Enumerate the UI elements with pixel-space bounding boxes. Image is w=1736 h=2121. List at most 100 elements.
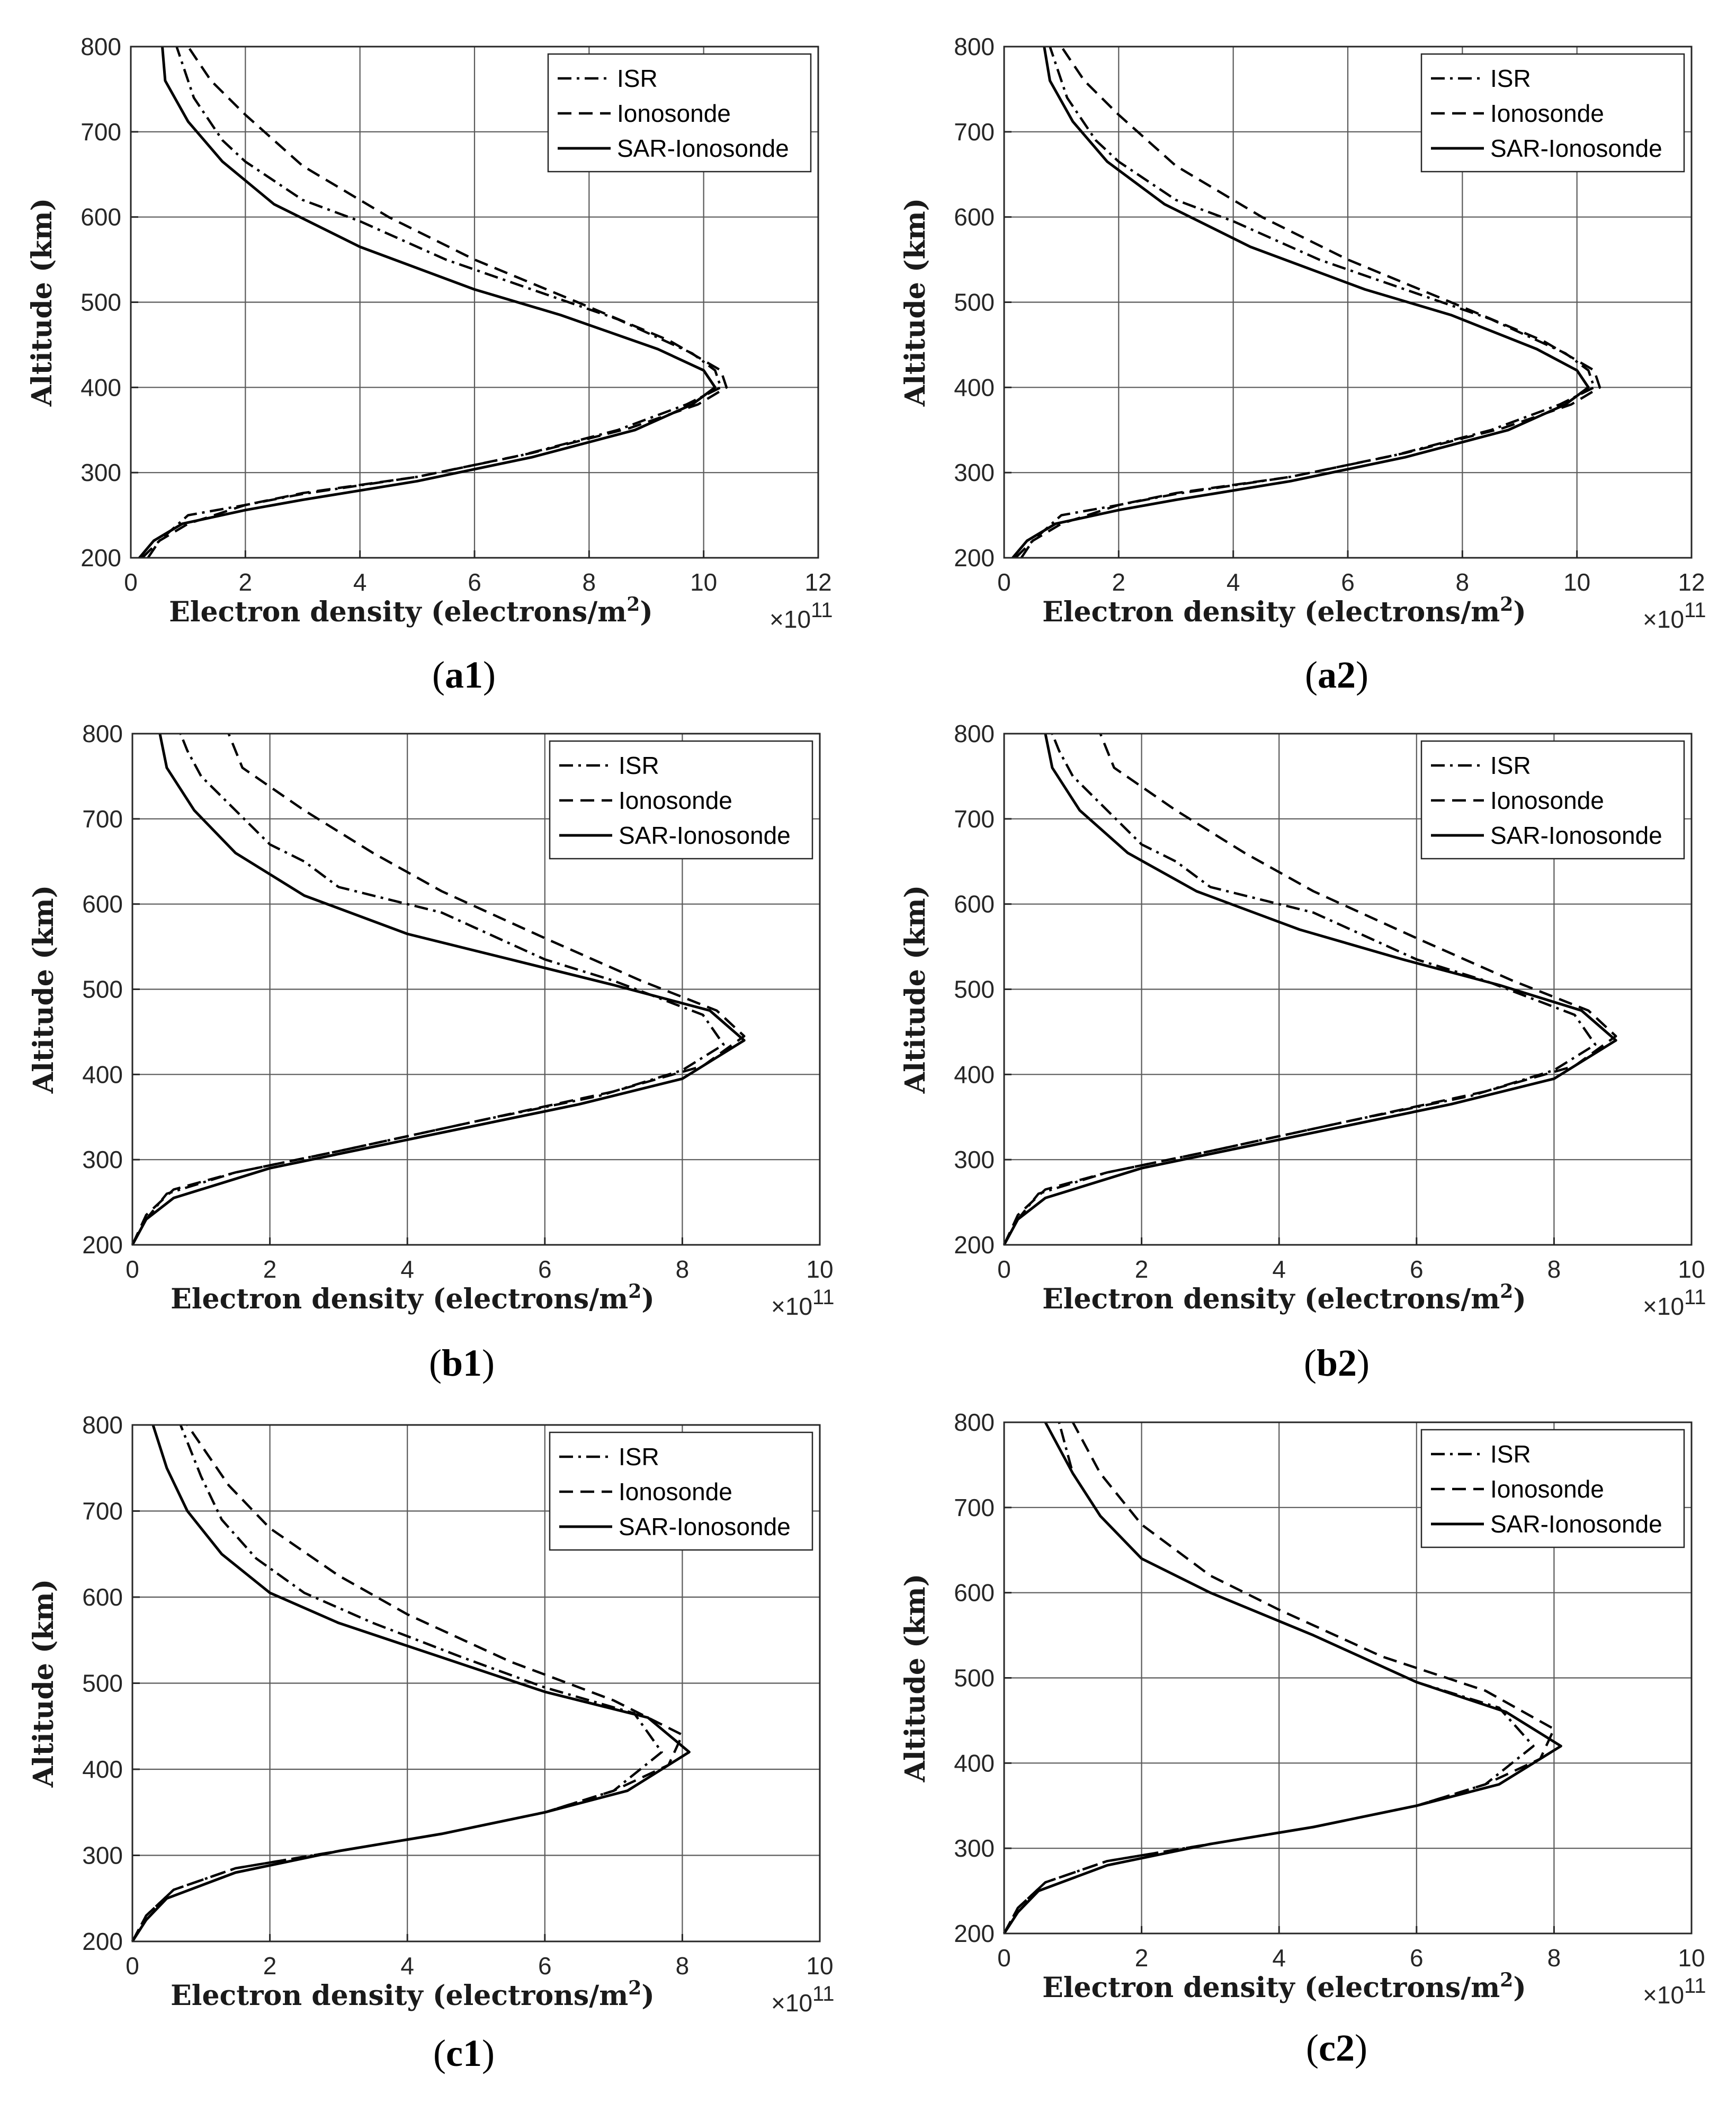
- x-tick-label: 12: [1678, 568, 1705, 596]
- y-tick-label: 400: [80, 373, 121, 401]
- y-tick-label: 200: [82, 1231, 123, 1259]
- y-axis-label: Altitude (km): [28, 885, 60, 1094]
- y-tick-label: 800: [954, 33, 995, 60]
- x-tick-label: 6: [538, 1952, 552, 1980]
- y-tick-label: 300: [954, 459, 995, 486]
- y-tick-label: 700: [954, 118, 995, 146]
- y-tick-label: 400: [82, 1060, 123, 1088]
- panel-caption: (a1): [432, 654, 496, 696]
- legend: ISR Ionosonde SAR-Ionosonde: [549, 740, 813, 860]
- legend-label: SAR-Ionosonde: [617, 135, 789, 162]
- x-tick-label: 2: [263, 1952, 277, 1980]
- series-line-sar-ionosonde: [1003, 1421, 1562, 1935]
- y-tick-label: 400: [954, 1060, 995, 1088]
- y-tick-label: 300: [954, 1834, 995, 1862]
- legend-label: SAR-Ionosonde: [1490, 1510, 1662, 1538]
- chart-panel-c1: 0 2 4 6 8 10 200 300 400 500 600 700 800 Electron den…: [28, 1411, 835, 2074]
- panel-caption: (c1): [433, 2032, 495, 2074]
- legend-label: ISR: [619, 752, 659, 779]
- x-tick-label: 8: [1547, 1944, 1561, 1972]
- y-axis-label: Altitude (km): [899, 1574, 932, 1783]
- x-tick-label: 6: [1341, 568, 1355, 596]
- y-tick-label: 300: [82, 1146, 123, 1173]
- y-axis-label: Altitude (km): [899, 198, 932, 407]
- x-tick-label: 4: [1272, 1255, 1286, 1283]
- x-tick-label: 0: [997, 1944, 1011, 1972]
- y-tick-label: 300: [80, 459, 121, 486]
- x-tick-label: 2: [1112, 568, 1126, 596]
- y-tick-label: 600: [954, 890, 995, 918]
- y-tick-label: 400: [954, 373, 995, 401]
- x-tick-label: 8: [1547, 1255, 1561, 1283]
- x-tick-label: 0: [124, 568, 138, 596]
- x-tick-label: 10: [690, 568, 717, 596]
- x-multiplier: ×1011: [1643, 1286, 1706, 1320]
- y-tick-label: 200: [954, 1231, 995, 1259]
- y-tick-label: 300: [954, 1146, 995, 1173]
- x-tick-label: 6: [538, 1255, 552, 1283]
- y-tick-label: 500: [82, 976, 123, 1003]
- y-tick-label: 200: [82, 1928, 123, 1955]
- y-tick-label: 600: [82, 1583, 123, 1611]
- y-tick-label: 600: [954, 1579, 995, 1607]
- x-tick-label: 4: [353, 568, 367, 596]
- legend-label: Ionosonde: [617, 100, 731, 127]
- x-tick-label: 10: [806, 1952, 833, 1980]
- y-tick-label: 700: [80, 118, 121, 146]
- legend-label: SAR-Ionosonde: [619, 822, 791, 849]
- x-tick-label: 2: [1135, 1255, 1149, 1283]
- legend-label: ISR: [1490, 65, 1531, 92]
- y-tick-label: 600: [82, 890, 123, 918]
- y-tick-label: 600: [80, 203, 121, 231]
- y-tick-label: 500: [954, 1664, 995, 1692]
- x-tick-label: 4: [1227, 568, 1240, 596]
- y-tick-label: 700: [82, 805, 123, 833]
- y-tick-label: 300: [82, 1842, 123, 1869]
- y-tick-label: 800: [82, 1411, 123, 1439]
- x-tick-label: 10: [1563, 568, 1590, 596]
- series-line-ionosonde: [1003, 733, 1617, 1245]
- x-tick-label: 2: [1135, 1944, 1149, 1972]
- panel-caption: (a2): [1305, 654, 1368, 696]
- legend-label: ISR: [1490, 752, 1531, 779]
- x-tick-label: 6: [1410, 1944, 1424, 1972]
- series-line-sar-ionosonde: [138, 46, 717, 559]
- x-multiplier: ×1011: [771, 1286, 835, 1320]
- x-multiplier: ×1011: [1643, 1974, 1706, 2009]
- legend: ISR Ionosonde SAR-Ionosonde: [549, 1431, 813, 1551]
- y-tick-label: 500: [80, 289, 121, 316]
- y-tick-label: 700: [82, 1498, 123, 1525]
- x-tick-label: 6: [468, 568, 481, 596]
- series-line-sar-ionosonde: [1012, 46, 1590, 559]
- panel-caption: (c2): [1306, 2027, 1367, 2069]
- x-tick-label: 4: [1272, 1944, 1286, 1972]
- y-tick-label: 200: [954, 1920, 995, 1947]
- chart-panel-b1: 0 2 4 6 8 10 200 300 400 500 600 700 800 Electron den…: [28, 720, 835, 1384]
- x-axis-label: Electron density (electrons/m2): [171, 1280, 655, 1315]
- y-tick-label: 700: [954, 1494, 995, 1521]
- series-line-ionosonde: [1015, 46, 1601, 559]
- legend-label: Ionosonde: [619, 1478, 732, 1505]
- x-tick-label: 8: [676, 1255, 690, 1283]
- x-tick-label: 10: [1678, 1944, 1705, 1972]
- x-tick-label: 6: [1410, 1255, 1424, 1283]
- x-tick-label: 10: [806, 1255, 833, 1283]
- legend: ISR Ionosonde SAR-Ionosonde: [547, 53, 812, 173]
- series-line-ionosonde: [131, 733, 746, 1245]
- x-tick-label: 8: [676, 1952, 690, 1980]
- y-tick-label: 800: [82, 720, 123, 747]
- y-tick-label: 800: [80, 33, 121, 60]
- x-tick-label: 0: [126, 1952, 139, 1980]
- y-tick-label: 800: [954, 720, 995, 747]
- legend-label: SAR-Ionosonde: [619, 1513, 791, 1540]
- x-tick-label: 8: [583, 568, 596, 596]
- y-tick-label: 700: [954, 805, 995, 833]
- x-tick-label: 8: [1456, 568, 1470, 596]
- x-tick-label: 0: [997, 568, 1011, 596]
- legend-label: ISR: [619, 1443, 659, 1471]
- x-multiplier: ×1011: [769, 599, 833, 633]
- chart-panel-b2: 0 2 4 6 8 10 200 300 400 500 600 700 800 Electron den…: [899, 720, 1706, 1384]
- y-axis-label: Altitude (km): [28, 1579, 60, 1788]
- chart-panel-c2: 0 2 4 6 8 10 200 300 400 500 600 700 800 Electron den…: [899, 1409, 1706, 2069]
